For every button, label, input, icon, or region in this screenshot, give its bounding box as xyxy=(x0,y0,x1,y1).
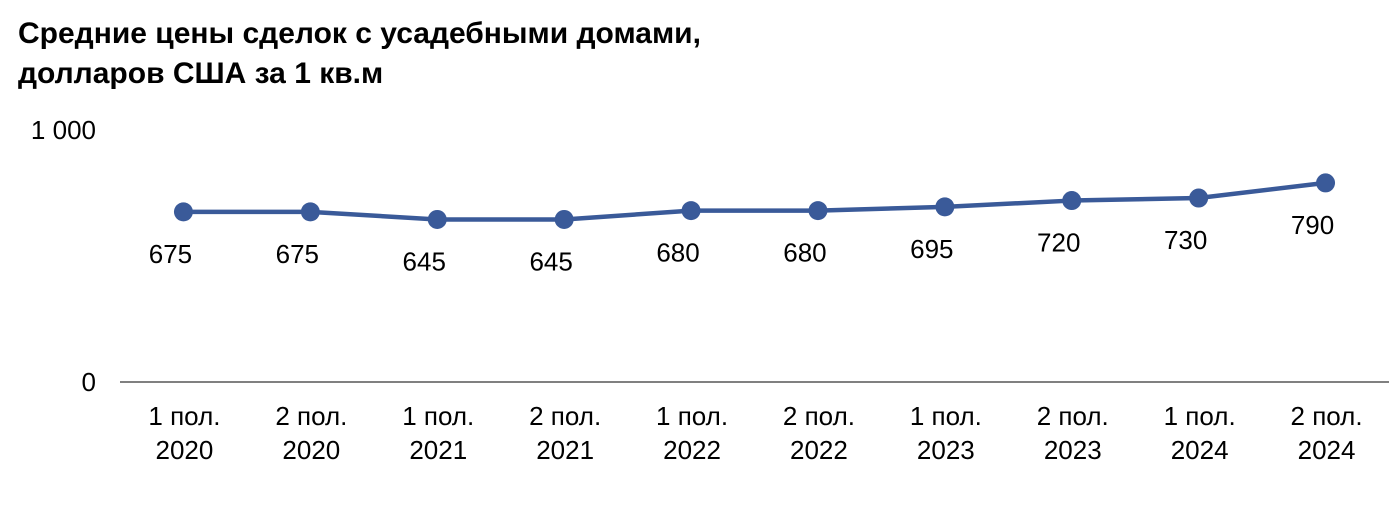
x-tick-label: 2023 xyxy=(917,435,975,465)
data-label: 675 xyxy=(149,239,192,269)
data-label: 680 xyxy=(783,238,826,268)
x-tick-label: 1 пол. xyxy=(148,401,220,431)
y-tick-label: 0 xyxy=(82,367,96,397)
data-point xyxy=(1062,191,1082,211)
x-tick-label: 2021 xyxy=(409,435,467,465)
x-tick-label: 2 пол. xyxy=(529,401,601,431)
data-label: 790 xyxy=(1291,210,1334,240)
x-tick-label: 1 пол. xyxy=(910,401,982,431)
x-tick-label: 2 пол. xyxy=(783,401,855,431)
data-label: 680 xyxy=(656,238,699,268)
x-tick-label: 1 пол. xyxy=(1164,401,1236,431)
data-label: 645 xyxy=(529,246,572,276)
data-point xyxy=(300,202,320,222)
data-labels-layer: 675 675 645 645 680 680 695 720 730 790 xyxy=(149,210,1334,277)
data-label: 675 xyxy=(276,239,319,269)
series-points-layer xyxy=(173,173,1336,229)
x-tick-label: 2 пол. xyxy=(1037,401,1109,431)
data-label: 730 xyxy=(1164,225,1207,255)
y-tick-label: 1 000 xyxy=(31,115,96,145)
x-tick-label: 2024 xyxy=(1298,435,1356,465)
x-tick-label: 2021 xyxy=(536,435,594,465)
chart-title: Средние цены сделок с усадебными домами,… xyxy=(18,14,918,94)
x-tick-label: 2020 xyxy=(282,435,340,465)
x-tick-label: 2022 xyxy=(790,435,848,465)
data-point xyxy=(808,201,828,221)
x-tick-label: 2024 xyxy=(1171,435,1229,465)
x-tick-label: 2 пол. xyxy=(1291,401,1363,431)
data-point xyxy=(681,201,701,221)
x-tick-label: 2020 xyxy=(156,435,214,465)
data-label: 720 xyxy=(1037,228,1080,258)
data-point xyxy=(173,202,193,222)
series-line xyxy=(181,180,1328,222)
series-line-layer xyxy=(181,180,1328,222)
data-point xyxy=(1189,188,1209,208)
x-tick-label: 1 пол. xyxy=(402,401,474,431)
x-tick-label: 2022 xyxy=(663,435,721,465)
x-axis-labels-layer: 1 пол. 2020 2 пол. 2020 1 пол. 2021 2 пол. 2021… xyxy=(148,401,1362,465)
data-point xyxy=(935,197,955,217)
x-tick-label: 1 пол. xyxy=(656,401,728,431)
data-point xyxy=(554,209,574,229)
data-label: 645 xyxy=(403,246,446,276)
chart-title-line-2: долларов США за 1 кв.м xyxy=(18,57,384,90)
data-point xyxy=(427,209,447,229)
data-label: 695 xyxy=(910,234,953,264)
chart-title-line-1: Средние цены сделок с усадебными домами, xyxy=(18,17,701,50)
x-tick-label: 2023 xyxy=(1044,435,1102,465)
data-point xyxy=(1316,173,1336,193)
chart-axes: 0 1 000 xyxy=(31,115,1389,397)
x-tick-label: 2 пол. xyxy=(275,401,347,431)
